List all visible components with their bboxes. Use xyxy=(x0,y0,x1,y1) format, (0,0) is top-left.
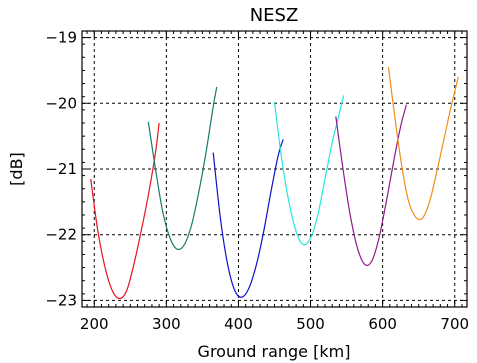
chart-title: NESZ xyxy=(250,5,299,26)
y-tick-label: −20 xyxy=(45,94,77,112)
y-tick-label: −23 xyxy=(45,291,77,309)
series-lines xyxy=(90,67,459,300)
x-tick-label: 500 xyxy=(296,315,325,333)
series-line-5 xyxy=(335,104,407,266)
grid-lines xyxy=(82,31,467,307)
axis-ticks xyxy=(82,30,467,308)
y-tick-label: −21 xyxy=(45,160,77,178)
series-line-6 xyxy=(387,67,459,221)
tick-labels: 200 300 400 500 600 700 −23 −22 −21 −20 −19 xyxy=(45,29,469,333)
x-tick-label: 300 xyxy=(152,315,181,333)
series-line-4 xyxy=(273,95,345,246)
series-line-3 xyxy=(212,139,284,298)
x-tick-label: 600 xyxy=(368,315,397,333)
series-line-2 xyxy=(147,86,218,251)
series-line-1 xyxy=(90,122,160,300)
y-tick-label: −19 xyxy=(45,29,77,47)
y-axis-label: [dB] xyxy=(7,152,26,186)
x-tick-label: 400 xyxy=(224,315,253,333)
y-tick-label: −22 xyxy=(45,226,77,244)
x-axis-label: Ground range [km] xyxy=(198,342,351,361)
x-tick-label: 200 xyxy=(80,315,109,333)
x-tick-label: 700 xyxy=(440,315,469,333)
